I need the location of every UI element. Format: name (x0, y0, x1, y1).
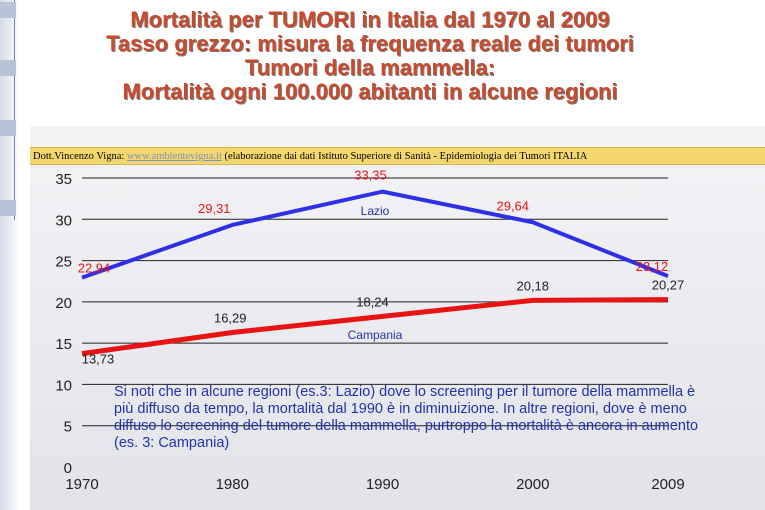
credit-author: Dott.Vincenzo Vigna: (33, 151, 125, 162)
data-label: 20,27 (652, 278, 685, 293)
data-label: 16,29 (214, 310, 247, 325)
decoration-square (0, 120, 16, 136)
title-line-3: Tumori della mammella: (244, 55, 496, 80)
left-decoration (0, 0, 20, 510)
series-line-lazio (81, 189, 669, 280)
y-tick-label: 10 (55, 377, 72, 394)
y-tick-label: 35 (55, 171, 72, 188)
title-line-1: Mortalità per TUMORI in Italia dal 1970 … (130, 7, 610, 32)
x-tick-label: 1980 (216, 476, 249, 493)
x-tick-label: 1970 (65, 476, 98, 493)
y-tick-label: 25 (55, 254, 72, 271)
y-tick-label: 20 (55, 295, 72, 312)
x-tick-label: 1990 (366, 476, 399, 493)
y-tick-label: 30 (55, 212, 72, 229)
decoration-square (0, 200, 16, 216)
credit-source: (elaborazione dai dati Istituto Superior… (224, 151, 588, 162)
x-tick-label: 2000 (516, 476, 549, 493)
series-line-campania (81, 297, 669, 357)
data-label: 22,94 (78, 261, 111, 276)
credit-link[interactable]: www.ambientevigna.it (126, 151, 222, 162)
title-line-2: Tasso grezzo: misura la frequenza reale … (106, 31, 634, 56)
y-tick-label: 0 (64, 460, 72, 477)
data-label: 29,31 (198, 201, 231, 216)
decoration-line (14, 0, 15, 220)
decoration-square (0, 60, 16, 76)
chart-background (30, 126, 765, 510)
note-text: Si noti che in alcune regioni (es.3: Laz… (114, 384, 699, 451)
data-label: 13,73 (82, 352, 115, 367)
y-tick-label: 15 (55, 336, 72, 353)
data-label: 23,12 (636, 259, 669, 274)
x-tick-label: 2009 (651, 476, 684, 493)
series-name-label: Campania (348, 328, 403, 342)
data-label: 20,18 (516, 278, 549, 293)
decoration-square (0, 2, 16, 18)
data-label: 18,24 (356, 294, 389, 309)
data-label: 29,64 (496, 198, 529, 213)
y-tick-label: 5 (64, 419, 72, 436)
data-label: 33,35 (354, 168, 387, 183)
title-line-4: Mortalità ogni 100.000 abitanti in alcun… (122, 79, 618, 104)
series-name-label: Lazio (361, 204, 390, 218)
credit-bar: Dott.Vincenzo Vigna: www.ambientevigna.i… (30, 147, 765, 165)
slide-title: Mortalità per TUMORI in Italia dal 1970 … (20, 8, 720, 104)
